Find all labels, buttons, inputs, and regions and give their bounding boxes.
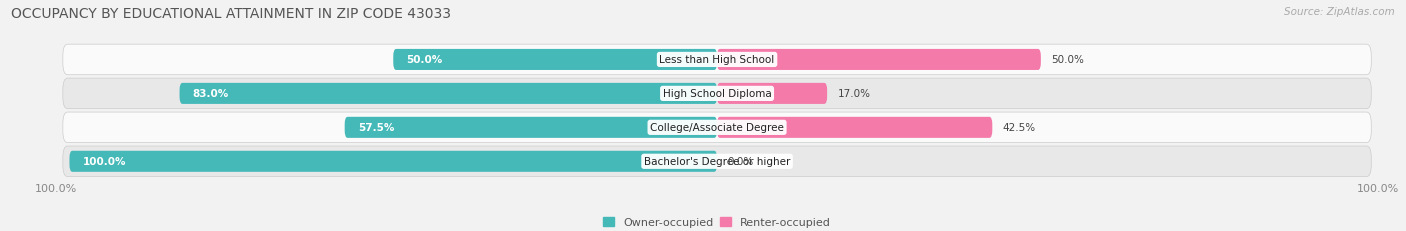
- Text: Source: ZipAtlas.com: Source: ZipAtlas.com: [1284, 7, 1395, 17]
- Text: 17.0%: 17.0%: [838, 89, 870, 99]
- Text: 42.5%: 42.5%: [1002, 123, 1036, 133]
- FancyBboxPatch shape: [394, 50, 717, 71]
- Text: 83.0%: 83.0%: [193, 89, 229, 99]
- FancyBboxPatch shape: [63, 112, 1371, 143]
- Text: 0.0%: 0.0%: [728, 157, 754, 167]
- Legend: Owner-occupied, Renter-occupied: Owner-occupied, Renter-occupied: [603, 217, 831, 227]
- FancyBboxPatch shape: [63, 45, 1371, 75]
- FancyBboxPatch shape: [69, 151, 717, 172]
- Text: 50.0%: 50.0%: [406, 55, 443, 65]
- FancyBboxPatch shape: [180, 83, 717, 104]
- Text: College/Associate Degree: College/Associate Degree: [650, 123, 785, 133]
- Text: High School Diploma: High School Diploma: [662, 89, 772, 99]
- FancyBboxPatch shape: [717, 117, 993, 138]
- Text: Less than High School: Less than High School: [659, 55, 775, 65]
- Text: 50.0%: 50.0%: [1052, 55, 1084, 65]
- Text: Bachelor's Degree or higher: Bachelor's Degree or higher: [644, 157, 790, 167]
- FancyBboxPatch shape: [717, 50, 1040, 71]
- Text: 57.5%: 57.5%: [359, 123, 394, 133]
- FancyBboxPatch shape: [63, 146, 1371, 177]
- Text: 100.0%: 100.0%: [83, 157, 127, 167]
- FancyBboxPatch shape: [344, 117, 717, 138]
- FancyBboxPatch shape: [63, 79, 1371, 109]
- FancyBboxPatch shape: [717, 83, 827, 104]
- Text: OCCUPANCY BY EDUCATIONAL ATTAINMENT IN ZIP CODE 43033: OCCUPANCY BY EDUCATIONAL ATTAINMENT IN Z…: [11, 7, 451, 21]
